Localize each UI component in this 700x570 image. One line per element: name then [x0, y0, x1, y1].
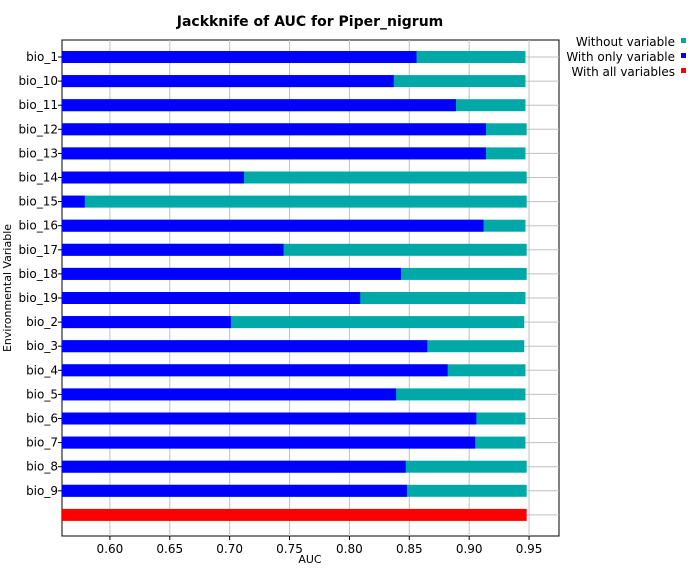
x-tick-label: 0.65 — [156, 542, 183, 556]
bar-with-only-variable — [62, 171, 245, 184]
bars — [62, 51, 527, 521]
bar-with-only-variable — [62, 292, 361, 304]
legend-swatch — [681, 68, 686, 73]
y-tick-label: bio_3 — [26, 339, 58, 353]
x-axis-ticks: 0.60 0.65 0.70 0.75 0.80 0.85 0.90 0.95 — [97, 536, 543, 556]
x-tick-label: 0.60 — [97, 542, 124, 556]
legend-swatch — [681, 53, 686, 58]
y-tick-label: bio_17 — [18, 243, 58, 257]
bar-with-only-variable — [62, 484, 407, 497]
legend-label: Without variable — [576, 35, 675, 49]
x-tick-label: 0.85 — [396, 542, 423, 556]
bar-with-only-variable — [62, 243, 284, 256]
y-tick-label: bio_5 — [26, 387, 58, 401]
bar-with-only-variable — [62, 316, 231, 329]
y-tick-label: bio_12 — [18, 122, 58, 136]
bar-with-only-variable — [62, 340, 428, 353]
bar-with-only-variable — [62, 75, 394, 88]
bar-without-variable — [62, 195, 527, 208]
bar-with-only-variable — [62, 388, 397, 401]
bar-with-only-variable — [62, 147, 486, 160]
bar-with-only-variable — [62, 364, 448, 377]
legend-swatch — [681, 38, 686, 43]
y-tick-label: bio_9 — [26, 484, 58, 498]
y-tick-label: bio_15 — [18, 195, 58, 209]
y-tick-label: bio_7 — [26, 436, 58, 450]
bar-with-only-variable — [62, 436, 476, 449]
bar-with-only-variable — [62, 267, 401, 280]
x-tick-label: 0.95 — [516, 542, 543, 556]
bar-with-only-variable — [62, 123, 486, 136]
x-tick-label: 0.70 — [216, 542, 243, 556]
legend-label: With all variables — [571, 65, 675, 79]
y-tick-label: bio_13 — [18, 146, 58, 160]
x-tick-label: 0.75 — [276, 542, 303, 556]
y-tick-label: bio_11 — [18, 98, 58, 112]
y-tick-label: bio_1 — [26, 50, 58, 64]
bar-with-only-variable — [62, 195, 85, 208]
x-axis-title: AUC — [298, 553, 322, 566]
y-tick-label: bio_6 — [26, 412, 58, 426]
x-tick-label: 0.80 — [336, 542, 363, 556]
y-tick-label: bio_14 — [18, 171, 58, 185]
bar-with-only-variable — [62, 99, 457, 112]
y-tick-label: bio_19 — [18, 291, 58, 305]
bar-with-only-variable — [62, 219, 484, 232]
y-axis-title: Environmental Variable — [1, 224, 14, 352]
y-tick-label: bio_8 — [26, 460, 58, 474]
y-tick-label: bio_2 — [26, 315, 58, 329]
x-tick-label: 0.90 — [456, 542, 483, 556]
bar-all-variables — [62, 508, 527, 521]
y-axis-ticks: bio_1 bio_10 bio_11 bio_12 bio_13 bio_14 bio_1… — [18, 50, 62, 498]
plot-area — [61, 39, 560, 537]
bar-with-only-variable — [62, 412, 477, 425]
chart-title: Jackknife of AUC for Piper_nigrum — [176, 14, 444, 30]
bar-with-only-variable — [62, 460, 406, 473]
legend-label: With only variable — [566, 50, 675, 64]
y-tick-label: bio_18 — [18, 267, 58, 281]
y-tick-label: bio_16 — [18, 219, 58, 233]
y-tick-label: bio_4 — [26, 363, 58, 377]
bar-with-only-variable — [62, 51, 417, 63]
y-tick-label: bio_10 — [18, 74, 58, 88]
